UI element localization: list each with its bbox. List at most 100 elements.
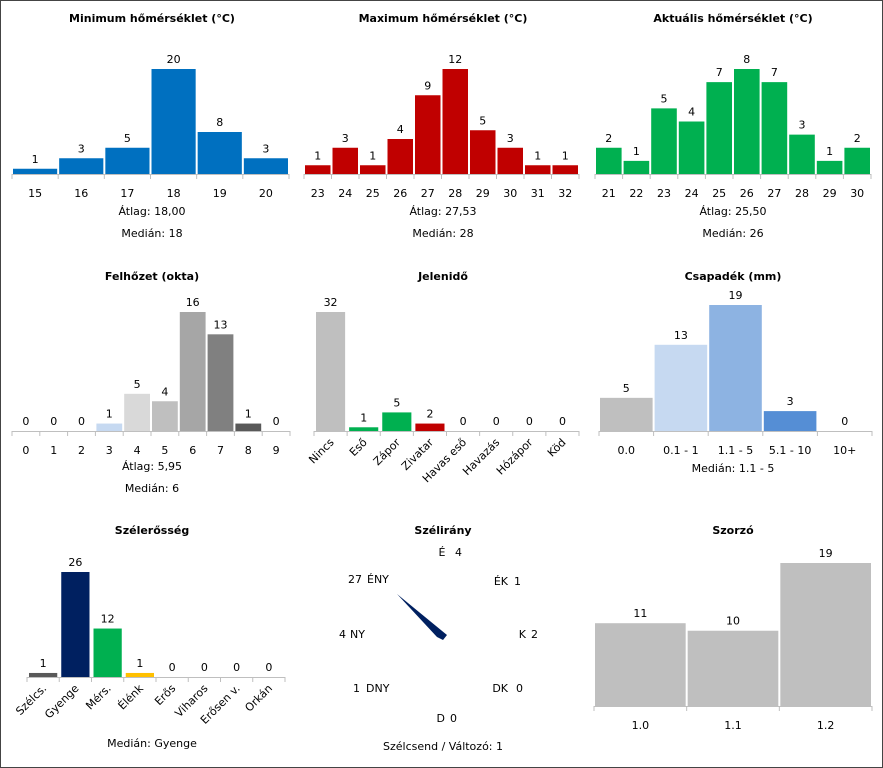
bar-29: [816, 160, 843, 174]
chart-wx: Jelenidő32Nincs1Eső5Zápor2Zivatar0Havas …: [306, 270, 580, 485]
bar-22: [623, 160, 650, 174]
bar-Nincs: [316, 312, 346, 431]
tick-label: 5.1 - 10: [769, 444, 811, 457]
chart-wind: Szélerősség1Szélcs.26Gyenge12Mérs.1Élénk…: [13, 524, 286, 750]
bar-20: [243, 158, 288, 174]
tick-label: 25: [712, 187, 726, 200]
chart-max: Maximum hőmérséklet (°C)1233241254269271…: [303, 12, 580, 240]
chart-cloud: Felhőzet (okta)0001021354451661371809Átl…: [11, 270, 291, 495]
tick-label: Nincs: [306, 436, 337, 467]
data-label: 0: [22, 415, 29, 428]
bar-1.2: [780, 563, 871, 706]
tick-label: Köd: [545, 436, 569, 460]
chart-title: Maximum hőmérséklet (°C): [359, 12, 528, 25]
data-label: 5: [124, 132, 131, 145]
data-label: 4: [161, 385, 168, 398]
bar-28: [789, 134, 815, 174]
data-label: 0: [50, 415, 57, 428]
tick-label: Hózápor: [494, 436, 536, 478]
tick-label: Gyenge: [42, 682, 81, 721]
data-label: 1: [314, 149, 321, 162]
data-label: 0: [841, 415, 848, 428]
calm-variable-count: Szélcsend / Változó: 1: [383, 740, 503, 753]
tick-label: 20: [259, 187, 273, 200]
data-label: 1: [136, 657, 143, 670]
bar-26: [387, 139, 413, 174]
data-label: 5: [479, 114, 486, 127]
data-label: 1: [106, 408, 113, 421]
chart-cur: Aktuális hőmérséklet (°C)221122523424725…: [594, 12, 872, 240]
tick-label: 21: [602, 187, 616, 200]
direction-ÉNY: ÉNY: [367, 573, 389, 586]
tick-label: 31: [531, 187, 545, 200]
chart-title: Aktuális hőmérséklet (°C): [653, 12, 812, 25]
tick-label: 29: [476, 187, 490, 200]
stat-0: Medián: Gyenge: [107, 737, 197, 750]
tick-label: 1.0: [632, 719, 650, 732]
bar-31: [525, 165, 551, 174]
tick-label: 1.1: [724, 719, 742, 732]
tick-label: 24: [338, 187, 352, 200]
tick-label: 30: [503, 187, 517, 200]
data-label: 0: [201, 661, 208, 674]
tick-label: Mérs.: [83, 682, 113, 712]
data-label: 0: [493, 415, 500, 428]
data-label: 16: [186, 296, 200, 309]
data-label: 5: [661, 92, 668, 105]
bar-19: [197, 132, 242, 174]
direction-DNY: DNY: [366, 682, 390, 695]
wind-arrow: [397, 594, 447, 640]
bar-16: [59, 158, 104, 174]
data-label: 2: [426, 408, 433, 421]
stat-0: Medián: 1.1 - 5: [692, 462, 775, 475]
bar-17: [105, 147, 150, 174]
data-label: 0: [169, 661, 176, 674]
tick-label: 18: [167, 187, 181, 200]
tick-label: 15: [28, 187, 42, 200]
chart-prec: Csapadék (mm) 5 0.0 13 0.1 - 1 19 1.1 - 5 3 5.1 …: [598, 270, 873, 475]
data-label: 7: [716, 66, 723, 79]
bar-27: [415, 95, 441, 174]
direction-NY: NY: [350, 628, 365, 641]
data-label: 0: [559, 415, 566, 428]
bar-Eső: [349, 427, 379, 431]
tick-label: 8: [245, 444, 252, 457]
data-label: 3: [262, 142, 269, 155]
data-label: 1: [534, 149, 541, 162]
data-label: 0: [460, 415, 467, 428]
chart-title: Szélirány: [414, 524, 471, 537]
data-label: 0: [265, 661, 272, 674]
data-label: 3: [342, 132, 349, 145]
bar-23: [651, 108, 677, 174]
tick-label: Erős: [152, 682, 178, 708]
chart-title: Jelenidő: [417, 270, 468, 283]
bar-30: [844, 147, 870, 174]
data-label: 26: [68, 556, 82, 569]
tick-label: 0.0: [618, 444, 636, 457]
tick-label: 5: [161, 444, 168, 457]
data-label: 12: [448, 53, 462, 66]
tick-label: 17: [120, 187, 134, 200]
bar-15: [13, 168, 58, 174]
tick-label: Orkán: [242, 682, 275, 715]
stat-0: Átlag: 27,53: [409, 205, 476, 218]
direction-É: É: [439, 546, 446, 559]
data-label: 3: [78, 142, 85, 155]
tick-label: 28: [448, 187, 462, 200]
chart-title: Minimum hőmérséklet (°C): [69, 12, 235, 25]
data-label: 0: [273, 415, 280, 428]
chart-title: Felhőzet (okta): [105, 270, 199, 283]
data-label: 1: [562, 149, 569, 162]
data-label: 13: [674, 329, 688, 342]
tick-label: 23: [311, 187, 325, 200]
tick-label: 28: [795, 187, 809, 200]
data-label: 5: [623, 382, 630, 395]
bar-24: [332, 147, 358, 174]
tick-label: 16: [74, 187, 88, 200]
bar-8: [235, 423, 262, 431]
data-label: 9: [424, 79, 431, 92]
direction-count: 1: [514, 575, 521, 588]
data-label: 4: [688, 106, 695, 119]
